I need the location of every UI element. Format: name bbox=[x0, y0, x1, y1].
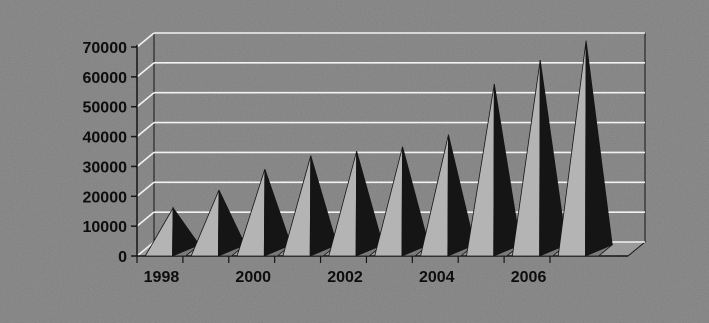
pyramid-face-dark bbox=[217, 189, 246, 257]
y-tick-label: 70000 bbox=[83, 40, 128, 57]
gridline-side bbox=[136, 151, 155, 168]
pyramid-face-dark bbox=[493, 83, 521, 257]
x-tick-label: 2002 bbox=[327, 269, 363, 286]
gridline-side bbox=[136, 241, 155, 257]
gridline-side bbox=[136, 62, 155, 78]
pyramid-face-dark bbox=[447, 134, 476, 257]
pyramid-face-dark bbox=[355, 151, 384, 257]
gridline-side bbox=[136, 121, 155, 138]
y-tick-label: 40000 bbox=[83, 130, 128, 147]
y-tick-label: 60000 bbox=[83, 70, 128, 87]
pyramid-bar bbox=[465, 83, 522, 257]
pyramid-face-dark bbox=[263, 168, 292, 257]
pyramid-bar bbox=[235, 168, 293, 257]
x-axis-tick-labels: 1998 2000 2002 2004 2006 bbox=[144, 269, 547, 286]
pyramid-face-dark bbox=[539, 60, 567, 257]
y-tick-label: 10000 bbox=[83, 219, 128, 236]
pyramid-bar bbox=[511, 60, 568, 257]
pyramid-bar bbox=[190, 189, 247, 257]
pyramid-bar bbox=[557, 40, 614, 257]
y-tick-label: 0 bbox=[118, 249, 127, 266]
pyramid-face-dark bbox=[401, 146, 430, 257]
y-tick-label: 30000 bbox=[83, 159, 128, 176]
x-tick-label: 2004 bbox=[419, 269, 455, 286]
y-axis-tick-labels: 0 10000 20000 30000 40000 50000 60000 70000 bbox=[83, 40, 128, 266]
pyramid-bar bbox=[419, 134, 476, 257]
x-tick-label: 2006 bbox=[511, 269, 547, 286]
x-tick-label: 2000 bbox=[235, 269, 271, 286]
gridline-side bbox=[136, 32, 155, 48]
pyramid-face-dark bbox=[309, 155, 338, 257]
x-tick-label: 1998 bbox=[144, 269, 180, 286]
pyramid-face-dark bbox=[172, 206, 200, 257]
gridline-side bbox=[136, 181, 155, 197]
pyramid-face-dark bbox=[585, 40, 613, 257]
pyramid-bar bbox=[373, 146, 430, 257]
pyramid-bar bbox=[281, 155, 339, 257]
y-tick-label: 20000 bbox=[83, 189, 128, 206]
bars bbox=[144, 40, 614, 257]
gridline-side bbox=[136, 211, 155, 227]
pyramid-bar bbox=[327, 151, 384, 257]
y-tick-label: 50000 bbox=[83, 100, 128, 117]
gridline-side bbox=[136, 92, 155, 108]
